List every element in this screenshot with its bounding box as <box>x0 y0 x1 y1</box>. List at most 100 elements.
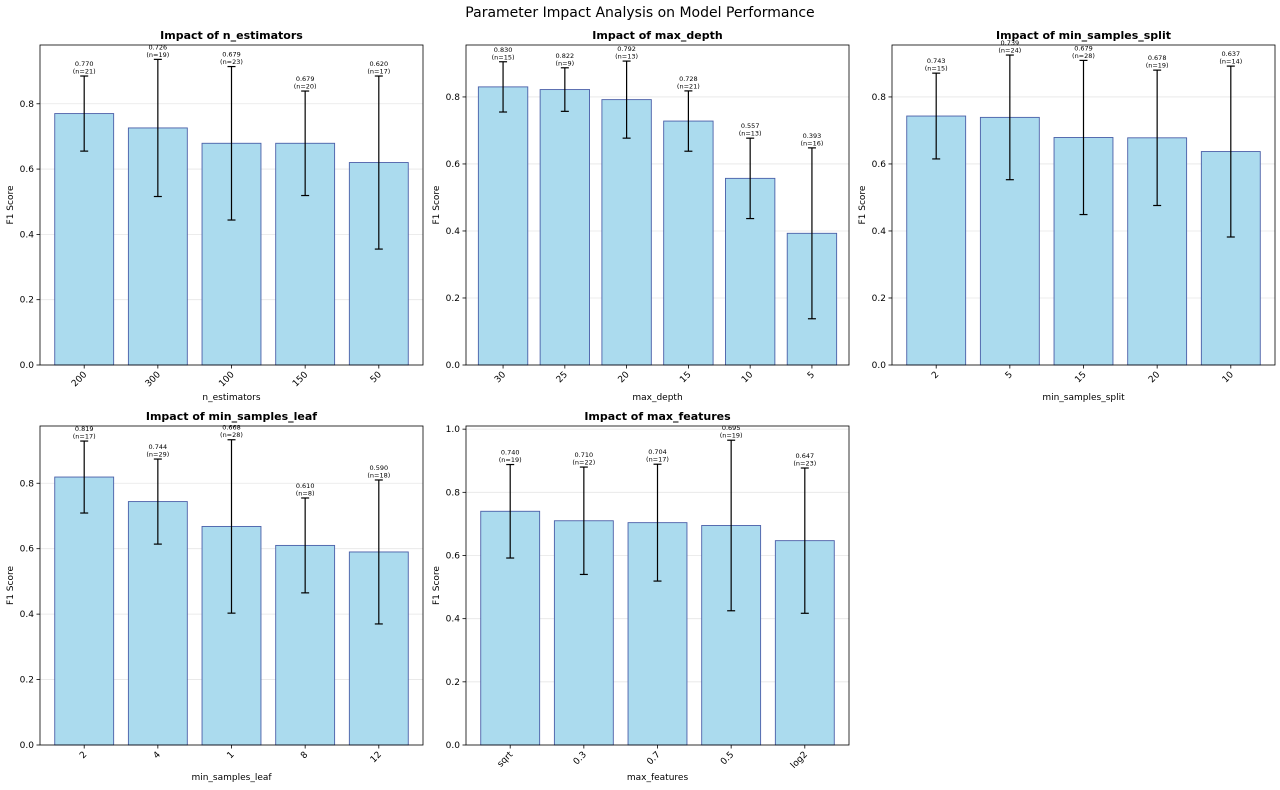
x-tick-label: 150 <box>291 370 310 389</box>
count-label: (n=13) <box>739 130 762 138</box>
y-tick-label: 0.4 <box>20 230 35 240</box>
x-tick-label: 0.3 <box>572 750 589 767</box>
error-bar <box>374 479 383 625</box>
error-bar <box>1005 54 1014 181</box>
count-label: (n=17) <box>367 68 390 76</box>
y-tick-label: 1.0 <box>446 425 461 435</box>
subplot-3: 0.0 0.2 0.4 0.6 0.8 0.743(n=15) 2 0.739(n=24) 5 0… <box>858 29 1276 403</box>
subplot-grid: 0.00.20.40.60.80.770(n=21)2000.726(n=19)… <box>6 29 1276 783</box>
count-label: (n=19) <box>146 51 169 59</box>
y-axis-label: F1 Score <box>6 185 16 224</box>
subplot-title: Impact of n_estimators <box>160 29 303 42</box>
x-tick-label: 100 <box>217 370 236 389</box>
plot-frame <box>891 44 1276 366</box>
count-label: (n=21) <box>677 82 700 90</box>
y-axis-label: F1 Score <box>6 566 16 605</box>
value-label: 0.557 <box>741 122 760 130</box>
value-label: 0.610 <box>296 482 315 490</box>
count-label: (n=23) <box>220 58 243 66</box>
error-bar <box>153 458 162 545</box>
x-axis-label: min_samples_split <box>1042 393 1125 403</box>
subplot-title: Impact of max_depth <box>592 29 722 42</box>
y-tick-label: 0.4 <box>446 227 461 237</box>
count-label: (n=19) <box>1146 62 1169 70</box>
error-bar <box>579 466 588 576</box>
value-label: 0.620 <box>370 60 389 68</box>
error-bar <box>684 90 693 152</box>
x-tick-label: 0.5 <box>719 750 736 767</box>
value-label: 0.740 <box>501 449 520 457</box>
subplot-title: Impact of max_features <box>584 410 731 423</box>
subplot-4: 0.0 0.2 0.4 0.6 0.8 0.819(n=17) 2 0.744(n=29) 4 0… <box>6 410 424 783</box>
count-label: (n=29) <box>146 451 169 459</box>
x-tick-label: 5 <box>806 370 817 381</box>
error-bar <box>1079 59 1088 216</box>
x-tick-label: 20 <box>617 370 632 385</box>
y-tick-label: 0.6 <box>872 160 887 170</box>
x-axis-label: max_features <box>627 773 689 783</box>
value-label: 0.822 <box>556 52 575 60</box>
error-bar <box>153 58 162 198</box>
plot-frame <box>465 44 850 366</box>
count-label: (n=20) <box>294 83 317 91</box>
x-tick-label: sqrt <box>496 750 516 770</box>
bar-30 <box>477 86 529 366</box>
value-label: 0.830 <box>494 46 513 54</box>
value-label: 0.695 <box>722 424 741 432</box>
value-label: 0.637 <box>1222 50 1241 58</box>
y-tick-label: 0.2 <box>20 296 34 306</box>
y-axis-label: F1 Score <box>858 185 868 224</box>
value-label: 0.679 <box>1074 44 1093 52</box>
count-label: (n=28) <box>220 431 243 439</box>
y-tick-label: 0.4 <box>20 610 35 620</box>
x-tick-label: log2 <box>789 750 810 771</box>
x-tick-label: 200 <box>70 370 89 389</box>
y-tick-label: 0.8 <box>446 488 461 498</box>
error-bar <box>560 67 569 112</box>
x-tick-label: 12 <box>369 750 384 765</box>
error-bar <box>227 439 236 614</box>
x-tick-label: 8 <box>299 750 310 761</box>
count-label: (n=8) <box>296 489 315 497</box>
subplot-2: 0.0 0.2 0.4 0.6 0.8 0.830(n=15) 30 0.822(n=9) 25… <box>432 29 850 403</box>
error-bar <box>622 60 631 139</box>
y-tick-label: 0.4 <box>872 227 887 237</box>
x-tick-label: 10 <box>740 370 755 385</box>
error-bar <box>80 75 89 152</box>
x-axis-label: n_estimators <box>202 393 260 403</box>
count-label: (n=18) <box>367 471 390 479</box>
x-tick-label: 15 <box>678 370 693 385</box>
error-bar <box>301 90 310 197</box>
value-label: 0.679 <box>296 75 315 83</box>
value-label: 0.668 <box>222 424 241 432</box>
bar-20 <box>601 99 652 366</box>
value-label: 0.792 <box>617 45 636 53</box>
plot-frame <box>39 425 424 746</box>
y-tick-label: 0.6 <box>20 165 35 175</box>
count-label: (n=28) <box>1072 52 1095 60</box>
count-label: (n=15) <box>925 65 948 73</box>
count-label: (n=24) <box>998 47 1021 55</box>
y-tick-label: 0.6 <box>446 160 461 170</box>
x-tick-label: 2 <box>930 370 941 381</box>
value-label: 0.819 <box>75 425 94 433</box>
value-label: 0.710 <box>575 451 594 459</box>
y-tick-label: 0.4 <box>446 615 461 625</box>
value-label: 0.743 <box>927 57 946 65</box>
bar-25 <box>539 89 590 366</box>
y-tick-label: 0.0 <box>446 741 461 751</box>
y-axis-label: F1 Score <box>432 185 442 224</box>
x-tick-label: 50 <box>369 370 384 385</box>
x-tick-label: 2 <box>78 750 89 761</box>
x-tick-label: 5 <box>1004 370 1015 381</box>
x-tick-label: 15 <box>1073 370 1088 385</box>
x-tick-label: 20 <box>1147 370 1162 385</box>
x-tick-label: 300 <box>144 370 163 389</box>
error-bar <box>1153 69 1162 207</box>
value-label: 0.739 <box>1001 39 1020 47</box>
value-label: 0.393 <box>803 132 822 140</box>
value-label: 0.726 <box>149 43 168 51</box>
x-tick-label: 25 <box>555 370 570 385</box>
x-tick-label: 4 <box>152 750 163 761</box>
y-tick-label: 0.2 <box>872 294 886 304</box>
